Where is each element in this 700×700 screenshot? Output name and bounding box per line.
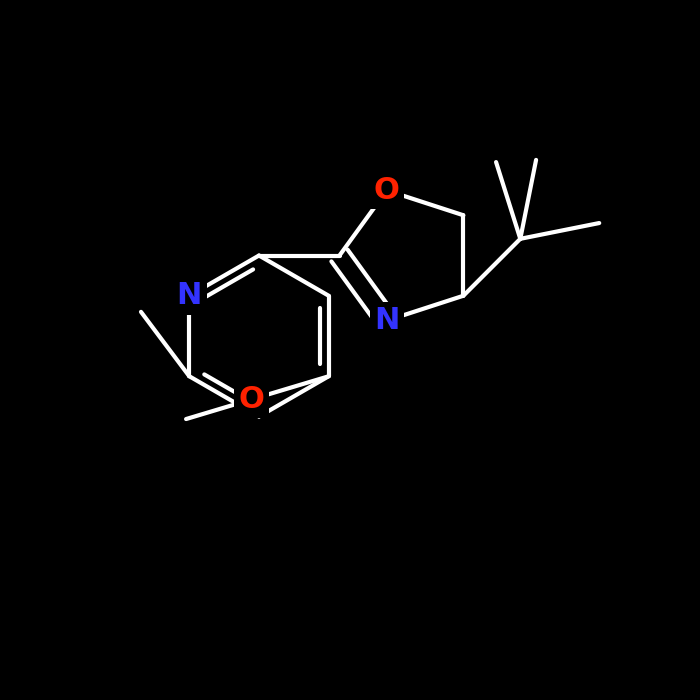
Text: N: N [176,281,202,310]
Text: N: N [374,306,400,335]
Text: O: O [374,176,400,205]
Text: O: O [239,385,265,414]
